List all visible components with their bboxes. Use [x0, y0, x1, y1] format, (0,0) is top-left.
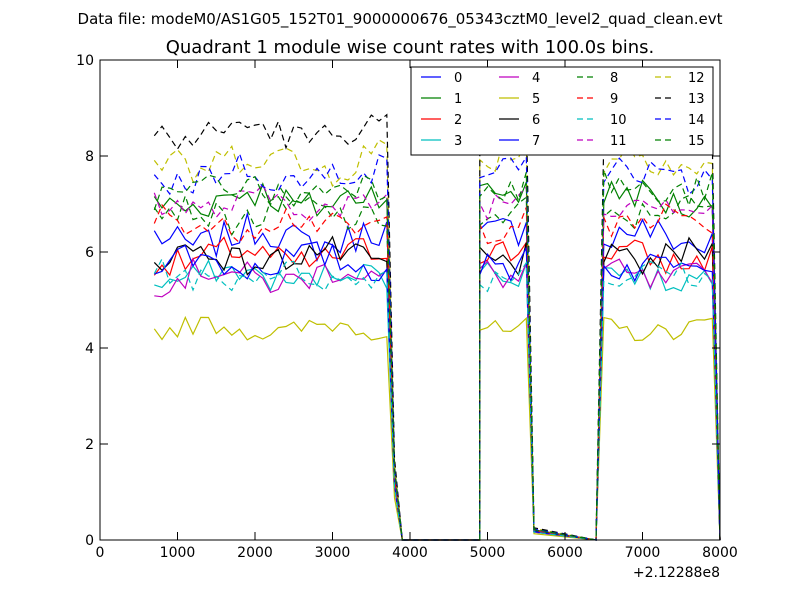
y-tick-label: 8	[85, 149, 94, 165]
series-line-7	[154, 241, 721, 541]
x-tick-label: 3000	[315, 545, 351, 561]
y-tick-label: 4	[85, 341, 94, 357]
series-layer	[153, 110, 721, 541]
series-line-0	[153, 211, 721, 541]
chart-title: Quadrant 1 module wise count rates with …	[166, 37, 655, 58]
legend-label-13: 13	[688, 92, 705, 107]
x-tick-label: 6000	[547, 545, 583, 561]
series-line-9	[153, 203, 721, 541]
series-line-14	[153, 151, 721, 541]
series-line-8	[153, 193, 721, 541]
legend-label-8: 8	[610, 71, 618, 86]
legend-label-12: 12	[688, 71, 705, 86]
x-tick-label: 7000	[625, 545, 661, 561]
legend-label-4: 4	[532, 71, 540, 86]
y-tick-label: 0	[85, 533, 94, 549]
x-tick-label: 5000	[470, 545, 506, 561]
series-line-15	[153, 169, 721, 541]
x-tick-label: 4000	[392, 545, 428, 561]
legend-label-15: 15	[688, 134, 705, 149]
series-line-5	[153, 315, 721, 541]
legend-label-0: 0	[454, 71, 462, 86]
legend-label-7: 7	[532, 134, 540, 149]
x-tick-label: 2000	[237, 545, 273, 561]
legend-label-6: 6	[532, 113, 540, 128]
series-line-11	[153, 183, 721, 541]
legend-label-5: 5	[532, 92, 540, 107]
series-line-1	[153, 179, 721, 541]
x-tick-label: 1000	[160, 545, 196, 561]
y-tick-label: 6	[85, 245, 94, 261]
x-offset-label: +2.12288e8	[633, 565, 720, 581]
series-line-4	[154, 257, 721, 541]
datafile-header: Data file: modeM0/AS1G05_152T01_90000006…	[78, 10, 723, 29]
y-tick-label: 2	[85, 437, 94, 453]
legend-label-3: 3	[454, 134, 462, 149]
legend-label-14: 14	[688, 113, 705, 128]
legend-label-9: 9	[610, 92, 618, 107]
legend-label-11: 11	[610, 134, 627, 149]
x-tick-label: 8000	[702, 545, 738, 561]
series-line-10	[153, 257, 721, 541]
legend-label-10: 10	[610, 113, 627, 128]
legend-label-1: 1	[454, 92, 462, 107]
series-line-6	[153, 235, 721, 541]
x-tick-label: 0	[96, 545, 105, 561]
legend-label-2: 2	[454, 113, 462, 128]
legend-box	[410, 66, 714, 156]
y-tick-label: 10	[76, 53, 94, 69]
